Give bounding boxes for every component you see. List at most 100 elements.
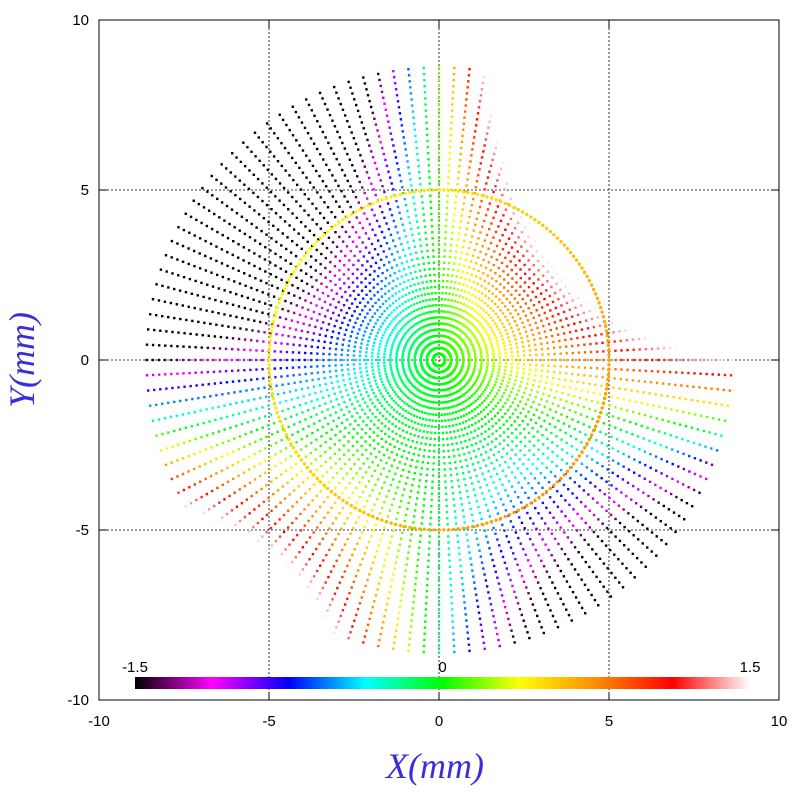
- data-point: [449, 133, 452, 137]
- data-point: [216, 197, 219, 201]
- data-point: [636, 179, 640, 182]
- data-point: [366, 457, 369, 460]
- data-point: [472, 347, 475, 350]
- data-point: [451, 492, 455, 495]
- data-point: [441, 279, 445, 283]
- data-point: [494, 271, 497, 275]
- data-point: [661, 335, 665, 338]
- data-point: [353, 372, 356, 375]
- data-point: [601, 195, 604, 198]
- data-point: [475, 217, 479, 220]
- data-point: [320, 390, 323, 393]
- data-point: [358, 358, 362, 362]
- data-point: [490, 255, 493, 259]
- data-point: [383, 500, 386, 504]
- data-point: [401, 399, 404, 402]
- data-point: [348, 158, 351, 161]
- data-point: [556, 505, 560, 508]
- data-point: [319, 521, 323, 524]
- data-point: [461, 582, 464, 586]
- data-point: [389, 353, 392, 357]
- data-point: [479, 94, 483, 97]
- data-point: [315, 222, 318, 226]
- data-point: [348, 410, 351, 413]
- data-point: [365, 171, 369, 174]
- data-point: [332, 297, 335, 301]
- data-point: [492, 355, 495, 359]
- data-point: [423, 91, 427, 94]
- data-point: [514, 338, 517, 341]
- data-point: [190, 292, 194, 295]
- data-point: [419, 244, 423, 247]
- data-point: [394, 245, 397, 248]
- data-point: [473, 353, 477, 356]
- data-point: [427, 406, 431, 409]
- data-point: [362, 590, 365, 593]
- data-point: [252, 544, 255, 547]
- data-point: [430, 406, 433, 410]
- data-point: [461, 447, 464, 450]
- data-point: [407, 451, 411, 454]
- data-point: [179, 317, 182, 321]
- data-point: [293, 335, 296, 339]
- data-point: [303, 524, 307, 527]
- data-point: [415, 441, 419, 444]
- data-point: [349, 511, 352, 515]
- data-point: [384, 347, 387, 350]
- data-point: [197, 202, 201, 206]
- data-point: [477, 611, 481, 614]
- data-point: [268, 456, 272, 459]
- data-point: [225, 167, 228, 170]
- data-point: [394, 561, 398, 564]
- data-point: [263, 331, 266, 334]
- data-point: [406, 557, 409, 560]
- data-point: [258, 159, 261, 163]
- data-point: [425, 243, 429, 247]
- data-point: [292, 311, 296, 315]
- data-point: [407, 388, 411, 392]
- data-point: [526, 294, 529, 297]
- data-point: [499, 497, 503, 501]
- data-point: [548, 294, 551, 298]
- data-point: [402, 248, 405, 252]
- data-point: [376, 253, 380, 256]
- data-point: [247, 187, 251, 190]
- data-point: [229, 171, 232, 174]
- data-point: [376, 331, 379, 334]
- data-point: [556, 272, 559, 276]
- data-point: [417, 403, 421, 406]
- data-point: [699, 345, 702, 348]
- data-point: [224, 358, 227, 362]
- data-point: [340, 295, 344, 299]
- data-point: [288, 224, 291, 227]
- data-point: [450, 318, 454, 321]
- data-point: [517, 536, 520, 540]
- data-point: [323, 516, 326, 519]
- data-point: [606, 127, 609, 130]
- data-point: [412, 122, 416, 125]
- data-point: [265, 233, 268, 236]
- data-point: [498, 239, 502, 242]
- data-point: [421, 384, 424, 387]
- data-point: [349, 249, 353, 253]
- data-point: [605, 304, 609, 307]
- data-point: [565, 255, 569, 258]
- data-point: [425, 237, 428, 241]
- data-point: [399, 599, 403, 602]
- data-point: [411, 374, 414, 377]
- data-point: [463, 332, 467, 336]
- data-point: [494, 506, 497, 510]
- data-point: [238, 282, 242, 285]
- data-point: [376, 408, 379, 412]
- data-point: [566, 181, 570, 184]
- data-point: [206, 358, 209, 362]
- data-point: [424, 608, 428, 611]
- data-point: [301, 149, 305, 152]
- data-point: [371, 256, 374, 260]
- data-point: [397, 106, 401, 109]
- data-point: [486, 304, 490, 307]
- data-point: [547, 548, 550, 552]
- data-point: [370, 611, 373, 615]
- data-point: [497, 349, 501, 352]
- data-point: [408, 545, 411, 548]
